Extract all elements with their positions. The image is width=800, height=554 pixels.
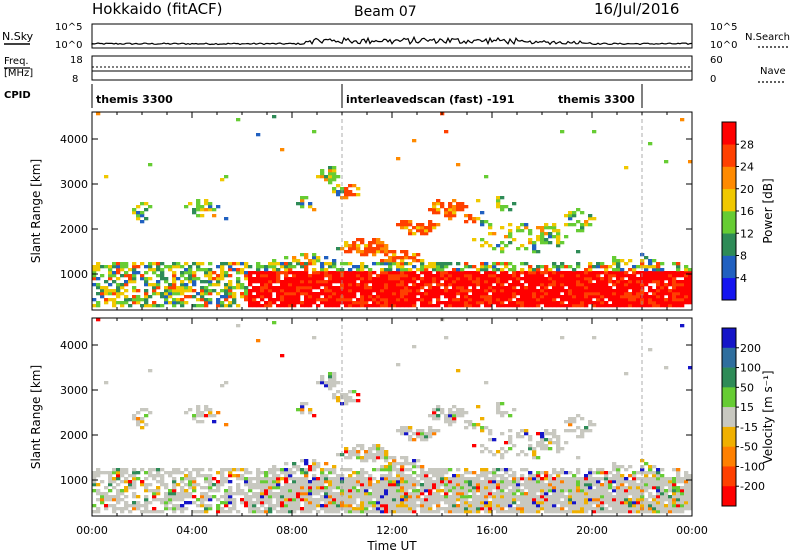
colorbar-segment [722, 144, 736, 167]
colorbar-tick-label: 8 [740, 250, 747, 263]
power-colorbar-label: Power [dB] [761, 178, 775, 243]
colorbar-tick-label: 24 [740, 161, 754, 174]
freq-unit-label: [MHz] [4, 68, 33, 79]
freq-tick-top: 18 [70, 55, 83, 66]
colorbar-segment [722, 166, 736, 190]
colorbar-segment [722, 367, 736, 388]
colorbar-segment [722, 277, 736, 301]
cpid-label: CPID [4, 90, 31, 101]
colorbar-tick-label: 28 [740, 138, 754, 151]
nsearch-tick-bottom: 10^0 [710, 40, 737, 51]
colorbar-tick-label: 4 [740, 272, 747, 285]
colorbar-segment [722, 347, 736, 368]
colorbar-segment [722, 446, 736, 467]
power-heatmap [92, 112, 693, 308]
colorbar-segment [722, 407, 736, 428]
colorbar-tick-label: -100 [740, 460, 765, 473]
nave-tick-bottom: 0 [710, 74, 716, 85]
y-tick-label: 3000 [60, 178, 88, 191]
colorbar-tick-label: 20 [740, 183, 754, 196]
nsky-series [91, 35, 693, 46]
y-tick-label: 1000 [60, 268, 88, 281]
cpid-segment-label: themis 3300 [558, 93, 635, 106]
power-colorbar: 4 8 12 16 20 24 28 [721, 121, 754, 301]
colorbar-tick-label: 12 [740, 227, 754, 240]
cpid-segment-label: interleavedscan (fast) -191 [346, 93, 514, 106]
y-tick-label: 2000 [60, 429, 88, 442]
velocity-colorbar: 200 100 50 15 -15 -50 -100 -200 [721, 327, 765, 507]
power-axes: 1000 2000 3000 4000 [60, 112, 693, 310]
colorbar-tick-label: 16 [740, 205, 754, 218]
nsearch-label: N.Search [745, 32, 790, 43]
nave-tick-top: 60 [710, 55, 723, 66]
cpid-segment-label: themis 3300 [96, 93, 173, 106]
colorbar-segment [722, 122, 736, 145]
colorbar-segment [722, 486, 736, 507]
colorbar-tick-label: -50 [740, 441, 758, 454]
colorbar-tick-label: 15 [740, 401, 754, 414]
plot-title: Hokkaido (fitACF) [92, 0, 223, 18]
freq-panel-frame [91, 55, 693, 81]
cpid-bar: themis 3300 interleavedscan (fast) -191 th… [91, 84, 643, 108]
x-tick-label: 20:00 [576, 524, 608, 537]
x-tick-label: 00:00 [76, 524, 108, 537]
power-ylabel: Slant Range [km] [29, 159, 43, 263]
x-tick-label: 08:00 [276, 524, 308, 537]
x-tick-label: 12:00 [376, 524, 408, 537]
colorbar-segment [722, 426, 736, 447]
y-tick-label: 3000 [60, 384, 88, 397]
freq-tick-bottom: 8 [72, 74, 78, 85]
colorbar-segment [722, 466, 736, 487]
colorbar-tick-label: 200 [740, 342, 761, 355]
x-tick-label: 00:00 [676, 524, 708, 537]
y-tick-label: 4000 [60, 133, 88, 146]
colorbar-tick-label: -200 [740, 480, 765, 493]
x-tick-label: 16:00 [476, 524, 508, 537]
velocity-ylabel: Slant Range [km] [29, 365, 43, 469]
x-axis-label: Time UT [366, 539, 417, 553]
colorbar-segment [722, 188, 736, 212]
colorbar-segment [722, 328, 736, 349]
colorbar-segment [722, 255, 736, 279]
freq-label: Freq. [4, 56, 29, 67]
colorbar-tick-label: 50 [740, 381, 754, 394]
colorbar-tick-label: -15 [740, 421, 758, 434]
velocity-axes: 1000 2000 3000 4000 00:00 04:00 08:00 12:00 16:0… [60, 318, 708, 537]
colorbar-segment [722, 211, 736, 234]
nave-label: Nave [760, 66, 786, 77]
nsky-tick-top: 10^5 [55, 22, 82, 33]
y-tick-label: 1000 [60, 474, 88, 487]
nsearch-tick-top: 10^5 [710, 22, 737, 33]
y-tick-label: 2000 [60, 223, 88, 236]
velocity-colorbar-label: Velocity [m s⁻¹] [761, 370, 775, 463]
nsky-panel-frame [91, 23, 693, 49]
colorbar-segment [722, 233, 736, 256]
velocity-heatmap [92, 318, 693, 514]
colorbar-segment [722, 387, 736, 408]
nsky-tick-bottom: 10^0 [55, 40, 82, 51]
nsky-label: N.Sky [2, 30, 34, 43]
beam-label: Beam 07 [354, 4, 417, 20]
x-tick-label: 04:00 [176, 524, 208, 537]
colorbar-tick-label: 100 [740, 362, 761, 375]
y-tick-label: 4000 [60, 339, 88, 352]
date-label: 16/Jul/2016 [594, 0, 679, 18]
